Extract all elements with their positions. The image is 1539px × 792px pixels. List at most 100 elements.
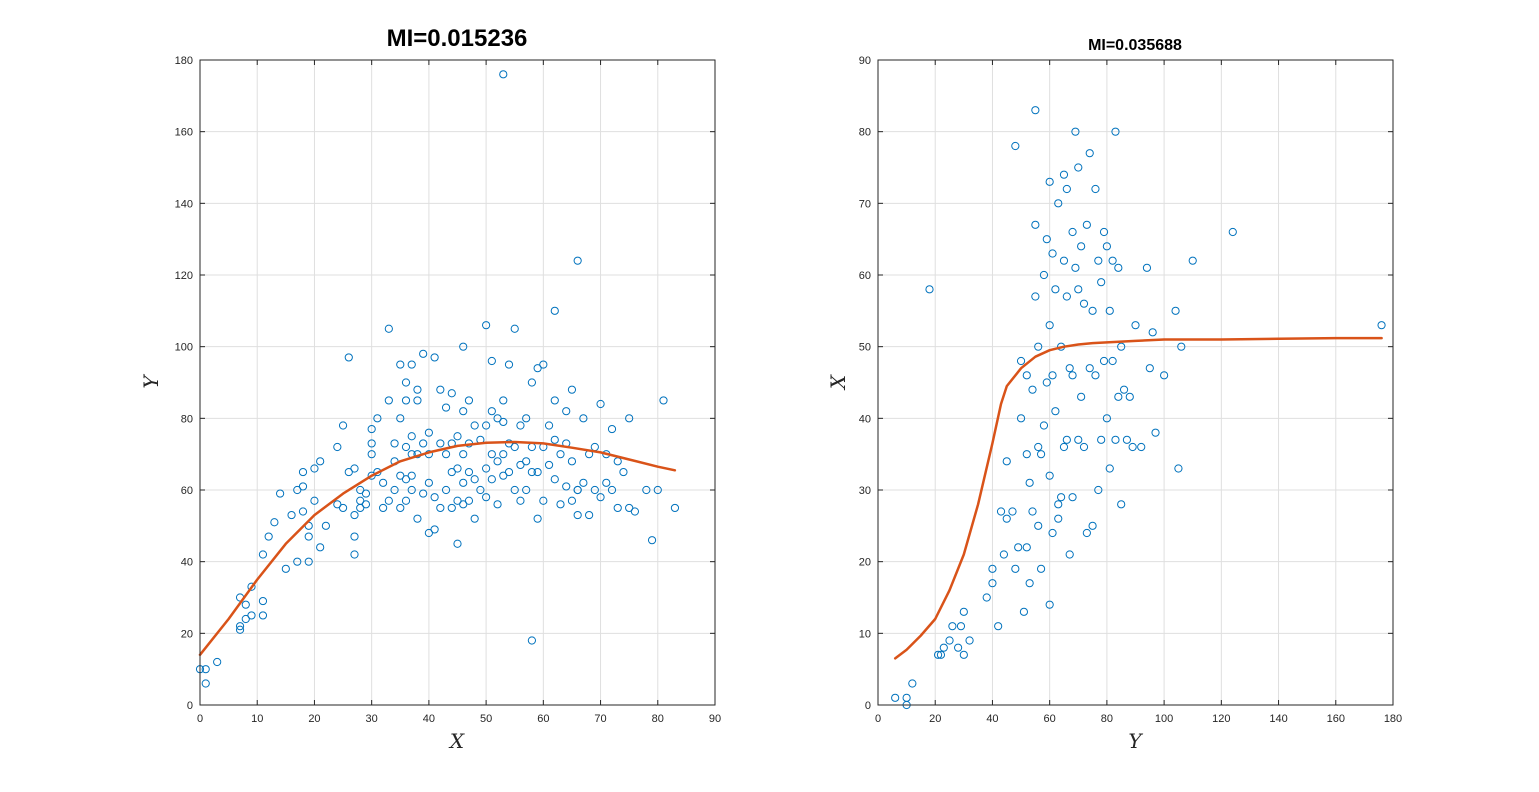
- left-data-point: [487, 356, 496, 366]
- left-y-tick-label: 140: [175, 198, 193, 210]
- left-data-point: [419, 489, 428, 498]
- right-data-point: [939, 643, 948, 652]
- right-data-point: [1091, 184, 1100, 194]
- left-y-tick-label: 0: [187, 700, 193, 712]
- left-data-point: [482, 421, 491, 430]
- left-data-point: [201, 665, 210, 674]
- left-data-point: [487, 475, 496, 484]
- left-data-point: [379, 503, 388, 513]
- right-data-point: [982, 593, 991, 602]
- right-data-point: [1022, 371, 1031, 380]
- right-data-point: [1051, 285, 1060, 294]
- left-data-point: [396, 414, 405, 423]
- left-data-point: [390, 485, 399, 495]
- left-data-point: [459, 407, 468, 416]
- left-data-point: [441, 403, 451, 412]
- right-data-point: [1014, 543, 1023, 552]
- left-data-point: [522, 485, 531, 495]
- left-x-tick-label: 80: [652, 713, 664, 725]
- right-data-point: [1094, 256, 1103, 265]
- left-data-point: [533, 514, 542, 523]
- right-data-point: [1025, 478, 1034, 487]
- left-data-point: [482, 321, 491, 330]
- right-data-point: [1102, 242, 1111, 251]
- left-data-point: [258, 596, 268, 606]
- right-data-point: [1097, 435, 1106, 444]
- right-x-tick-label: 100: [1155, 713, 1173, 725]
- right-data-point: [902, 693, 911, 702]
- right-y-axis-label: X: [826, 374, 850, 391]
- left-data-point: [539, 496, 548, 505]
- left-chart-title: MI=0.015236: [387, 25, 528, 52]
- left-data-point: [413, 396, 422, 405]
- left-data-point: [367, 424, 376, 434]
- left-data-point: [527, 467, 536, 477]
- right-data-point: [1088, 521, 1097, 530]
- right-data-point: [1048, 249, 1057, 258]
- left-data-point: [441, 485, 451, 495]
- left-data-point: [659, 396, 668, 405]
- left-data-point: [413, 385, 422, 394]
- left-data-point: [567, 496, 577, 505]
- right-y-tick-label: 70: [859, 198, 871, 210]
- left-x-tick-label: 30: [366, 713, 378, 725]
- left-data-point: [510, 485, 519, 495]
- right-x-tick-label: 20: [929, 713, 941, 725]
- left-data-point: [401, 396, 411, 405]
- left-data-point: [281, 564, 290, 573]
- left-axes-box: [199, 59, 716, 706]
- right-data-point: [1068, 493, 1077, 502]
- left-data-point: [464, 496, 474, 505]
- left-data-point: [201, 679, 210, 688]
- right-data-point: [1034, 521, 1043, 530]
- left-data-point: [613, 457, 622, 466]
- right-data-point: [1228, 227, 1237, 237]
- left-data-point: [298, 467, 308, 477]
- right-data-point: [1077, 242, 1086, 251]
- left-data-point: [367, 471, 376, 480]
- right-data-point: [1059, 170, 1069, 179]
- left-data-point: [567, 457, 577, 466]
- left-data-point: [447, 503, 456, 513]
- left-data-point: [424, 478, 433, 487]
- left-data-point: [550, 396, 559, 405]
- right-data-point: [1074, 435, 1083, 444]
- right-data-point: [1034, 342, 1043, 351]
- right-data-point: [1119, 385, 1129, 394]
- left-data-point: [367, 450, 376, 459]
- right-data-point: [1054, 514, 1063, 523]
- left-data-point: [430, 353, 439, 362]
- left-data-point: [447, 467, 456, 477]
- right-data-point: [1122, 435, 1132, 444]
- left-data-point: [642, 485, 651, 495]
- left-data-point: [350, 532, 359, 541]
- left-data-point: [401, 442, 411, 452]
- right-data-point: [1068, 227, 1077, 237]
- right-data-point: [1048, 371, 1057, 380]
- left-y-tick-label: 180: [175, 55, 193, 67]
- left-data-point: [459, 478, 468, 487]
- left-data-point: [504, 467, 514, 477]
- left-x-tick-label: 10: [251, 713, 263, 725]
- right-data-point: [1094, 485, 1103, 495]
- right-data-point: [965, 636, 974, 645]
- left-data-point: [213, 657, 222, 667]
- left-data-point: [356, 496, 365, 505]
- right-y-tick-label: 80: [859, 127, 871, 139]
- right-data-point: [1045, 471, 1054, 480]
- right-data-point: [988, 564, 997, 573]
- left-y-tick-label: 120: [175, 270, 193, 282]
- right-y-tick-label: 20: [859, 557, 871, 569]
- left-data-point: [527, 378, 536, 387]
- left-data-point: [430, 493, 439, 502]
- right-x-tick-label: 140: [1269, 713, 1287, 725]
- left-data-point: [493, 500, 502, 509]
- left-data-point: [533, 467, 542, 477]
- right-data-point: [936, 650, 946, 659]
- right-data-point: [959, 607, 968, 616]
- left-data-point: [453, 496, 462, 505]
- right-chart-title: MI=0.035688: [1088, 37, 1182, 54]
- left-data-point: [499, 450, 508, 459]
- left-x-tick-label: 20: [308, 713, 320, 725]
- left-data-point: [516, 460, 525, 470]
